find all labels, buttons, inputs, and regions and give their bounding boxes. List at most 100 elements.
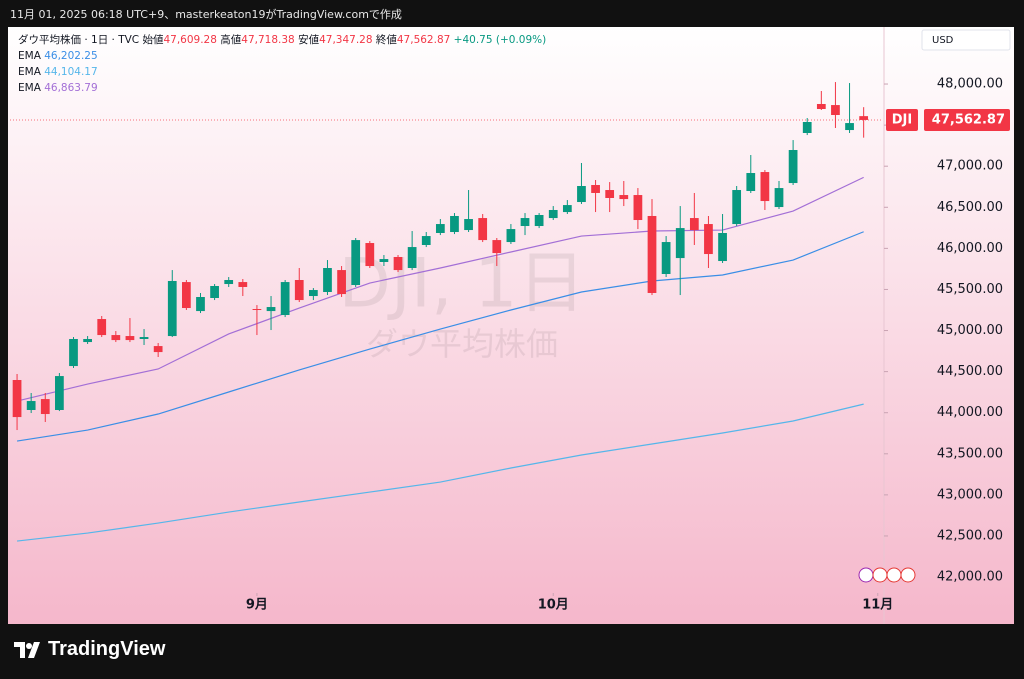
candle-body: [689, 218, 699, 231]
symbol-tag-bg: [886, 108, 918, 131]
y-tick-label: 43,500.00: [937, 446, 1003, 461]
candle-body: [760, 172, 770, 202]
y-tick-label: 48,000.00: [937, 77, 1003, 92]
candle-body: [12, 380, 22, 418]
candle-body: [153, 346, 163, 353]
candle-body: [407, 247, 417, 269]
indicator-name: EMA: [18, 82, 41, 94]
ohlc-value: 47,347.28: [319, 34, 373, 46]
candle-body: [238, 282, 248, 287]
ohlc-label: 安値: [298, 34, 320, 46]
indicator-value: 44,104.17: [44, 66, 98, 78]
candle-body: [816, 103, 826, 110]
candle-body: [774, 188, 784, 208]
icon[interactable]: [886, 567, 902, 583]
candle-body: [55, 376, 64, 410]
candle-body: [252, 309, 262, 311]
indicator-row[interactable]: EMA 44,104.17: [18, 64, 546, 80]
candle-body: [26, 401, 36, 410]
y-tick-label: 46,000.00: [937, 241, 1003, 256]
plot-area: [10, 82, 882, 542]
ohlc-value: 47,609.28: [163, 34, 217, 46]
x-tick-label: 11月: [862, 598, 893, 613]
price-tag-bg: [924, 108, 1010, 131]
candle-body: [802, 121, 812, 133]
candle-body: [210, 285, 219, 298]
y-tick-label: 44,000.00: [937, 405, 1003, 420]
candle-body: [661, 242, 671, 275]
ohlc-value: 47,718.38: [241, 34, 295, 46]
candle-body: [323, 268, 332, 292]
y-tick-label: 45,000.00: [937, 323, 1003, 338]
candle-body: [464, 219, 473, 231]
symbol-tag: DJI: [892, 112, 912, 127]
candle-body: [859, 116, 869, 120]
candle-body: [647, 215, 657, 293]
footer-logo: TradingView: [14, 638, 165, 661]
icon[interactable]: [872, 567, 888, 583]
candle-body: [365, 243, 375, 267]
indicator-rows: EMA 46,202.25 EMA 44,104.17 EMA 46,863.79: [18, 48, 546, 96]
y-tick-label: 42,000.00: [937, 570, 1003, 585]
candle-body: [224, 280, 234, 285]
candle-body: [393, 256, 403, 271]
candle-body: [520, 218, 530, 227]
candle-body: [675, 228, 685, 259]
logo-text: TradingView: [48, 638, 166, 660]
ema-line: [16, 231, 864, 442]
indicator-value: 46,863.79: [44, 82, 98, 94]
symbol: ダウ平均株価 · 1日 · TVC: [18, 34, 140, 46]
currency: USD: [932, 35, 954, 46]
ohlc-value: 47,562.87: [396, 34, 451, 46]
candle-body: [633, 195, 643, 221]
watermark-name: ダウ平均株価: [366, 325, 558, 363]
ohlc-label: 高値: [220, 34, 242, 46]
candle-body: [280, 282, 290, 316]
candle-body: [492, 240, 502, 254]
candle-body: [591, 185, 600, 193]
indicator-row[interactable]: EMA 46,202.25: [18, 48, 546, 64]
candle-body: [605, 190, 615, 198]
candle-body: [294, 280, 304, 301]
caption: 11月 01, 2025 06:18 UTC+9、masterkeaton19が…: [10, 8, 402, 21]
indicator-name: EMA: [18, 66, 41, 78]
y-tick-label: 46,500.00: [937, 200, 1003, 215]
candle-body: [562, 205, 572, 213]
candle-body: [111, 335, 121, 341]
indicator-row[interactable]: EMA 46,863.79: [18, 80, 546, 96]
watermark-symbol: DJI, 1日: [339, 245, 586, 324]
price-tag: 47,562.87: [932, 112, 1005, 127]
legend: ダウ平均株価 · 1日 · TVC 始値47,609.28 高値47,718.3…: [18, 32, 546, 96]
candle-body: [450, 215, 459, 233]
symbol-row: ダウ平均株価 · 1日 · TVC 始値47,609.28 高値47,718.3…: [18, 32, 546, 48]
y-tick-label: 45,500.00: [937, 282, 1003, 297]
candle-body: [718, 232, 727, 262]
candle-body: [619, 195, 629, 200]
candle-body: [83, 338, 92, 343]
y-tick-label: 47,000.00: [937, 159, 1003, 174]
candle-body: [788, 150, 798, 184]
candle-body: [421, 236, 431, 245]
candle-body: [746, 173, 756, 192]
icon[interactable]: [900, 567, 916, 583]
event-icons: [858, 567, 916, 583]
candle-body: [182, 282, 191, 309]
candle-body: [534, 215, 544, 227]
candle-body: [732, 190, 742, 225]
icon[interactable]: [858, 567, 874, 583]
candle-body: [308, 290, 318, 297]
candle-body: [548, 209, 558, 219]
indicator-name: EMA: [18, 50, 41, 62]
candle-body: [69, 338, 78, 367]
candle-body: [40, 399, 50, 415]
candle-body: [139, 337, 149, 339]
candle-body: [196, 297, 205, 312]
candle-body: [435, 224, 445, 233]
currency-box[interactable]: [921, 29, 1011, 51]
candle-body: [97, 319, 107, 336]
candle-body: [266, 307, 276, 312]
candle-body: [577, 185, 586, 203]
indicator-value: 46,202.25: [44, 50, 98, 62]
candle-body: [125, 336, 135, 341]
